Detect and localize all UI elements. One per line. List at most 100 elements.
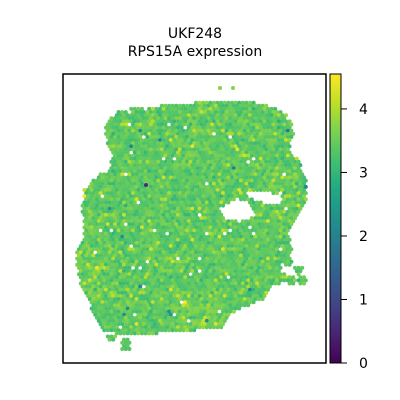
spot-1396	[100, 188, 105, 192]
spot-1235	[177, 178, 182, 183]
spot-40	[242, 103, 247, 108]
spot-1655	[258, 200, 263, 205]
spot-1091	[276, 169, 281, 174]
spot-1255	[249, 178, 254, 183]
spot-543	[136, 138, 141, 143]
spot-1253	[242, 178, 247, 183]
spot-1447	[284, 188, 288, 192]
spot-372	[258, 125, 263, 130]
spot-1921	[289, 216, 294, 221]
spot-1918	[278, 216, 283, 221]
spot-1553	[284, 194, 288, 199]
spot-512	[206, 135, 211, 139]
spot-639	[114, 144, 119, 149]
spot-334	[118, 125, 123, 130]
spot-1556	[294, 194, 299, 199]
spot-1272	[93, 181, 98, 186]
spot-1723	[100, 206, 105, 211]
spot-1342	[131, 184, 135, 189]
spot-281	[109, 122, 114, 127]
spot-1602	[242, 197, 247, 202]
spot-38	[235, 103, 240, 108]
spot-654	[168, 144, 173, 149]
spot-1715	[293, 203, 297, 208]
spot-1449	[291, 188, 296, 192]
spot-1674	[120, 203, 125, 208]
spot-760	[194, 150, 198, 155]
spot-1457	[98, 191, 103, 196]
spot-189	[141, 116, 146, 121]
spot-754	[172, 150, 177, 155]
spot-1239	[192, 178, 197, 183]
spot-239	[143, 119, 148, 124]
spot-1747	[186, 206, 191, 211]
spot-1201	[269, 175, 274, 180]
colorbar-tick-label: 3	[359, 165, 368, 181]
spot-691	[120, 147, 125, 152]
spot-1701	[217, 203, 222, 208]
spot-697	[141, 147, 146, 152]
spot-1402	[122, 188, 126, 192]
spot-1374	[246, 184, 251, 189]
spot-397	[163, 128, 168, 133]
spot-980	[262, 163, 267, 168]
spot-549	[158, 138, 162, 143]
spot-97	[156, 110, 161, 115]
spot-1827	[104, 212, 108, 217]
chart-title-line-2: RPS15A expression	[128, 44, 262, 60]
spot-1123	[192, 172, 197, 177]
spot-695	[134, 147, 139, 152]
spot-17	[159, 103, 164, 108]
spot-1314	[248, 181, 252, 186]
spot-1868	[287, 212, 292, 217]
spot-423	[257, 128, 261, 133]
spot-1919	[282, 216, 287, 221]
spot-484	[291, 131, 296, 136]
spot-1609	[296, 197, 301, 202]
spot-1079	[233, 169, 238, 174]
spot-837	[111, 156, 116, 161]
spot-263	[230, 119, 234, 124]
spot-365	[233, 125, 238, 130]
spot-442	[136, 131, 141, 136]
spot-325	[275, 122, 279, 127]
spot-1492	[224, 191, 229, 196]
spot-1111	[149, 172, 153, 177]
spot-1344	[138, 184, 143, 189]
spot-891	[127, 159, 132, 164]
spot-164	[230, 113, 234, 118]
spot-1584	[174, 197, 179, 202]
spot-1614	[89, 200, 94, 205]
spot-331	[107, 125, 112, 130]
spot-151	[183, 113, 188, 118]
spot-670	[226, 144, 231, 149]
spot-827	[257, 153, 261, 158]
spot-1819	[293, 209, 297, 214]
spot-1902	[195, 216, 200, 221]
spot-984	[276, 163, 281, 168]
spot-712	[195, 147, 200, 152]
spot-1516	[118, 194, 123, 199]
spot-387	[127, 128, 132, 133]
spot-769	[226, 150, 231, 155]
spot-1313	[244, 181, 249, 186]
spot-197	[170, 116, 175, 121]
spot-730	[260, 147, 265, 152]
spot-3394	[257, 297, 261, 302]
spot-718	[217, 147, 222, 152]
spot-3741	[219, 325, 224, 330]
spot-1879	[113, 216, 117, 221]
spot-1829	[111, 212, 116, 217]
spot-1420	[186, 188, 191, 192]
spot-1132	[224, 172, 229, 177]
spot-1114	[159, 172, 164, 177]
spot-698	[145, 147, 150, 152]
spot-294	[159, 122, 164, 127]
spot-1403	[125, 188, 130, 192]
spot-1378	[260, 184, 265, 189]
spot-1734	[140, 206, 144, 211]
spot-1512	[104, 194, 108, 199]
spot-1720	[89, 206, 94, 211]
spot-1373	[242, 184, 247, 189]
spot-424	[260, 128, 265, 133]
